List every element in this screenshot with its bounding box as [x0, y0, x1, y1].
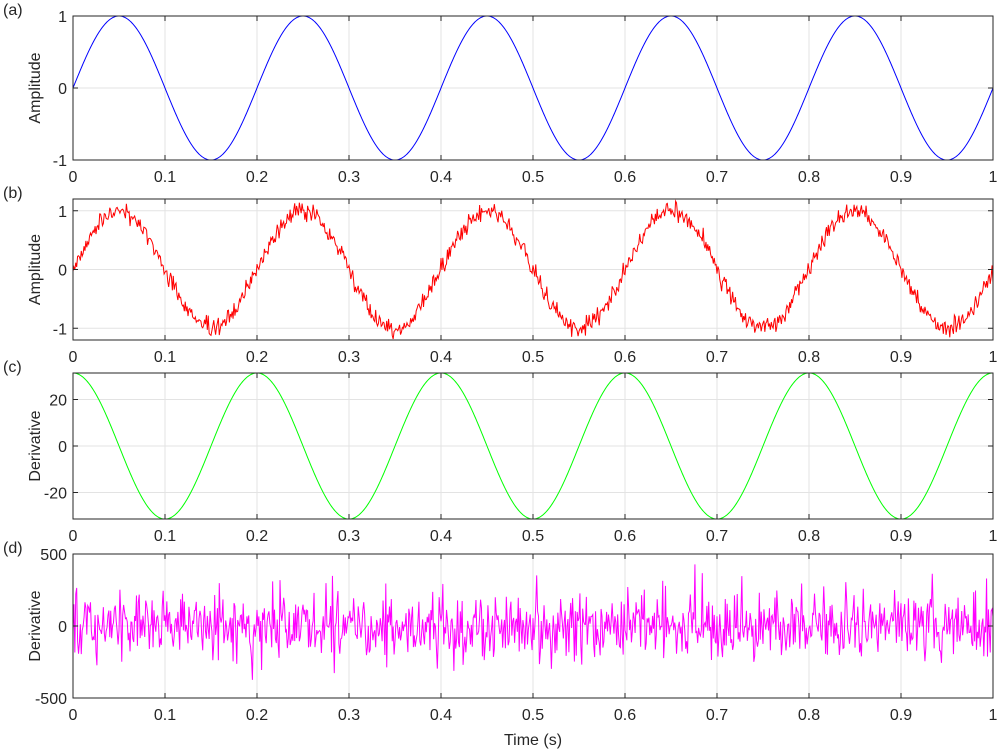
- x-tick-label: 0.9: [890, 169, 912, 186]
- x-tick-label: 0.7: [706, 169, 728, 186]
- y-tick-label: -500: [35, 691, 67, 708]
- y-tick-label: 1: [58, 9, 67, 26]
- y-tick-label: 0: [58, 263, 67, 280]
- x-tick-label: 0.3: [338, 169, 360, 186]
- x-tick-label: 0.4: [430, 707, 452, 724]
- x-tick-label: 0.1: [154, 707, 176, 724]
- panel-2: 0 0.1 0.2 0.3 0.4 0.5 0.6 0.7 0.8 0.9 1-101Amplitu…: [3, 185, 997, 366]
- x-tick-label: 0.6: [614, 169, 636, 186]
- panel-4: 0 0.1 0.2 0.3 0.4 0.5 0.6 0.7 0.8 0.9 1-5000500Der…: [3, 540, 997, 749]
- panel-3: 0 0.1 0.2 0.3 0.4 0.5 0.6 0.7 0.8 0.9 1 -20 0 20 Deriv…: [3, 359, 997, 545]
- y-axis-label: Derivative: [27, 410, 44, 481]
- y-axis-label: Derivative: [27, 590, 44, 661]
- x-tick-label: 0.9: [890, 707, 912, 724]
- panel-label: (b): [3, 185, 23, 202]
- x-tick-label: 0.1: [154, 349, 176, 366]
- x-tick-label: 0.8: [798, 707, 820, 724]
- y-tick-label: -1: [53, 153, 67, 170]
- x-tick-label: 0.1: [154, 169, 176, 186]
- x-tick-label: 0.5: [522, 349, 544, 366]
- panel-label: (c): [3, 359, 22, 376]
- x-tick-label: 0.5: [522, 707, 544, 724]
- x-tick-label: 0.5: [522, 169, 544, 186]
- x-tick-label: 0.8: [798, 349, 820, 366]
- x-tick-label: 0.2: [246, 528, 268, 545]
- y-tick-label: 500: [40, 547, 67, 564]
- y-tick-label: 20: [49, 393, 67, 410]
- x-tick-label: 0: [69, 707, 78, 724]
- x-tick-label: 0.6: [614, 707, 636, 724]
- x-tick-label: 0.5: [522, 528, 544, 545]
- y-tick-label: 0: [58, 439, 67, 456]
- x-tick-label: 0.6: [614, 528, 636, 545]
- y-tick-label: 1: [58, 204, 67, 221]
- y-tick-label: 0: [58, 81, 67, 98]
- x-tick-label: 0.8: [798, 528, 820, 545]
- x-tick-label: 0.2: [246, 169, 268, 186]
- x-tick-label: 0.4: [430, 169, 452, 186]
- x-tick-label: 0.3: [338, 528, 360, 545]
- x-tick-label: 0: [69, 349, 78, 366]
- x-tick-label: 0.7: [706, 528, 728, 545]
- x-tick-label: 1: [989, 528, 997, 545]
- x-tick-label: 0.2: [246, 707, 268, 724]
- x-tick-label: 0.2: [246, 349, 268, 366]
- series-line: [72, 564, 994, 680]
- x-tick-label: 0.9: [890, 349, 912, 366]
- y-tick-label: 0: [58, 619, 67, 636]
- x-tick-label: 0.4: [430, 349, 452, 366]
- y-axis-label: Amplitude: [27, 52, 44, 123]
- x-tick-label: 0.4: [430, 528, 452, 545]
- panel-label: (a): [3, 2, 23, 19]
- series-line: [72, 15, 994, 161]
- y-axis-label: Amplitude: [27, 234, 44, 305]
- x-tick-label: 0.1: [154, 528, 176, 545]
- panel-label: (d): [3, 540, 23, 557]
- panel-1: 0 0.1 0.2 0.3 0.4 0.5 0.6 0.7 0.8 0.9 1-101Amplitu…: [3, 2, 997, 186]
- x-tick-label: 0.7: [706, 707, 728, 724]
- x-tick-label: 0.3: [338, 349, 360, 366]
- x-tick-label: 1: [989, 707, 997, 724]
- x-axis-label: Time (s): [504, 732, 562, 749]
- x-tick-label: 1: [989, 349, 997, 366]
- x-tick-label: 0.3: [338, 707, 360, 724]
- x-tick-label: 0.8: [798, 169, 820, 186]
- x-tick-label: 0: [69, 169, 78, 186]
- x-tick-label: 0.6: [614, 349, 636, 366]
- series-line: [72, 199, 994, 340]
- y-tick-label: -20: [44, 485, 67, 502]
- x-tick-label: 0.9: [890, 528, 912, 545]
- x-tick-label: 0.7: [706, 349, 728, 366]
- x-tick-label: 1: [989, 169, 997, 186]
- x-tick-label: 0: [69, 528, 78, 545]
- y-tick-label: -1: [53, 321, 67, 338]
